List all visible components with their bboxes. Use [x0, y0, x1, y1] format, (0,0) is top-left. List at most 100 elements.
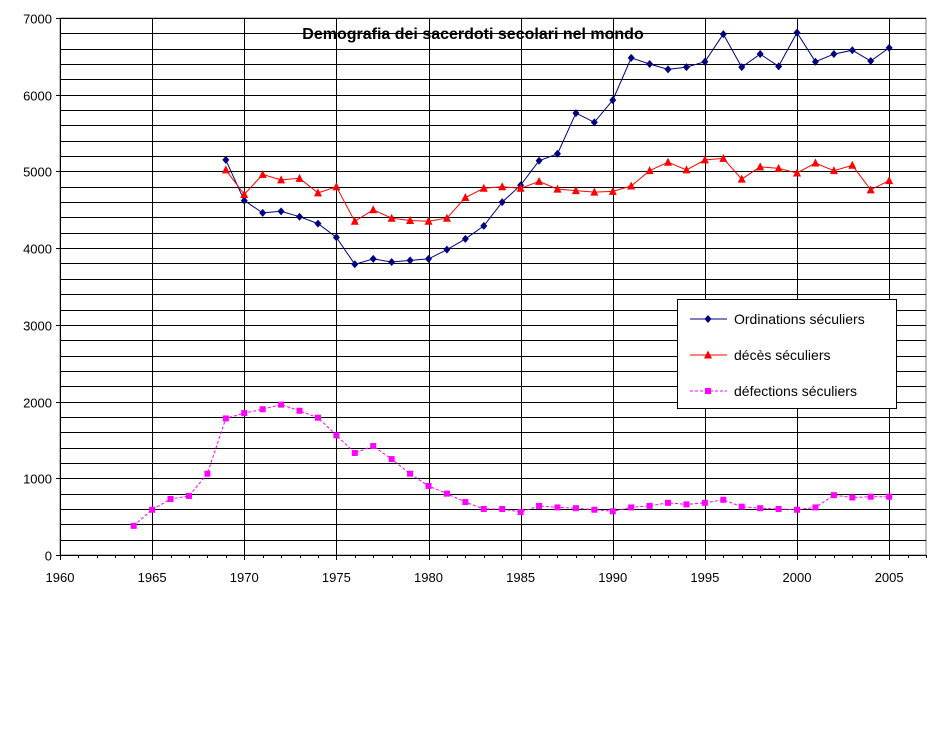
data-point: [737, 174, 746, 183]
legend-label: décès séculiers: [734, 347, 831, 363]
legend-item: défections séculiers: [690, 383, 857, 399]
data-point: [351, 260, 359, 269]
y-tick-label: 1000: [23, 472, 52, 487]
x-tick-label: 1965: [138, 570, 167, 585]
data-point: [277, 207, 285, 216]
data-point: [295, 173, 304, 182]
x-tick-label: 1980: [414, 570, 443, 585]
data-point: [867, 56, 875, 65]
data-point: [314, 219, 322, 228]
data-point: [424, 216, 433, 225]
data-point: [167, 495, 174, 502]
data-point: [149, 506, 156, 513]
data-point: [258, 169, 267, 178]
data-point: [278, 401, 285, 408]
data-point: [480, 505, 487, 512]
data-point: [313, 188, 322, 197]
data-point: [332, 233, 340, 242]
y-tick-label: 4000: [23, 242, 52, 257]
data-point: [738, 503, 745, 510]
data-point: [645, 166, 654, 175]
data-point: [554, 504, 561, 511]
data-point: [370, 443, 377, 450]
data-point: [628, 504, 635, 511]
data-point: [849, 494, 856, 501]
series-line: [133, 404, 890, 527]
y-tick-label: 2000: [23, 396, 52, 411]
data-point: [665, 499, 672, 506]
data-point: [885, 43, 893, 52]
legend-item: Ordinations séculiers: [690, 311, 865, 327]
data-point: [535, 156, 543, 165]
data-point: [407, 470, 414, 477]
y-tick-label: 5000: [23, 165, 52, 180]
series-3: [130, 401, 893, 529]
data-point: [609, 96, 617, 105]
x-tick-label: 1990: [598, 570, 627, 585]
data-point: [811, 57, 819, 66]
data-point: [222, 155, 230, 164]
x-tick-label: 1995: [690, 570, 719, 585]
x-tick-label: 1960: [46, 570, 75, 585]
data-point: [259, 208, 267, 217]
data-point: [350, 216, 359, 225]
data-point: [333, 432, 340, 439]
legend-marker: [704, 315, 712, 323]
y-tick-label: 0: [45, 549, 52, 564]
data-point: [757, 505, 764, 512]
data-point: [830, 492, 837, 499]
x-tick-label: 1975: [322, 570, 351, 585]
grid: [59, 17, 927, 556]
data-point: [499, 505, 506, 512]
data-point: [185, 492, 192, 499]
data-point: [240, 189, 249, 198]
data-point: [775, 505, 782, 512]
data-point: [221, 165, 230, 174]
data-point: [572, 505, 579, 512]
data-point: [314, 414, 321, 421]
data-point: [682, 165, 691, 174]
data-point: [590, 118, 598, 127]
data-point: [627, 53, 635, 62]
legend-marker: [704, 350, 712, 359]
data-point: [222, 415, 229, 422]
data-point: [498, 182, 507, 191]
data-point: [406, 216, 415, 225]
data-point: [479, 183, 488, 192]
data-point: [571, 186, 580, 195]
data-point: [296, 212, 304, 221]
axes: 0 1000 2000 3000 4000 5000 6000 7000 1960 1965 197…: [23, 12, 927, 585]
series-1: [222, 28, 893, 269]
data-point: [461, 234, 469, 243]
data-point: [756, 50, 764, 59]
data-point: [609, 508, 616, 515]
x-tick-label: 2000: [783, 570, 812, 585]
data-point: [462, 499, 469, 506]
data-point: [516, 183, 525, 192]
chart-title: Demografia dei sacerdoti secolari nel mo…: [302, 26, 644, 43]
data-point: [866, 185, 875, 194]
data-point: [240, 196, 248, 205]
data-point: [608, 186, 617, 195]
data-point: [443, 490, 450, 497]
x-tick-label: 1970: [230, 570, 259, 585]
y-tick-label: 7000: [23, 12, 52, 27]
data-point: [388, 456, 395, 463]
data-point: [812, 504, 819, 511]
data-point: [664, 65, 672, 74]
data-point: [829, 166, 838, 175]
legend-item: décès séculiers: [690, 347, 831, 363]
data-point: [259, 406, 266, 413]
data-point: [701, 499, 708, 506]
data-point: [517, 509, 524, 516]
data-point: [793, 168, 802, 177]
data-point: [720, 496, 727, 503]
legend-label: défections séculiers: [734, 383, 857, 399]
data-point: [425, 254, 433, 263]
data-point: [794, 506, 801, 513]
x-tick-label: 1985: [506, 570, 535, 585]
data-point: [885, 176, 894, 185]
data-point: [387, 213, 396, 222]
data-point: [388, 257, 396, 266]
x-tick-label: 2005: [875, 570, 904, 585]
